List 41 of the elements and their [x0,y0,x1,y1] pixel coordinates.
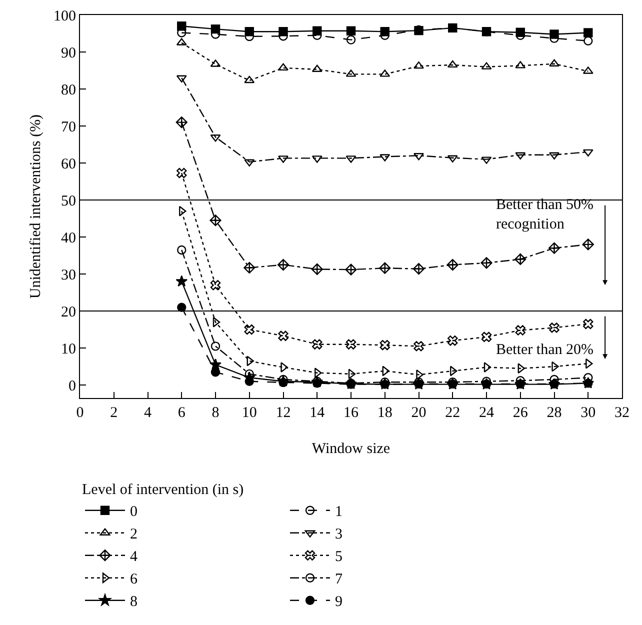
x-axis-title: Window size [312,441,390,457]
legend-label: 8 [130,594,138,610]
y-tick-label: 10 [61,341,76,358]
legend-label: 6 [130,572,138,588]
x-tick-label: 18 [377,405,392,421]
legend-label: 1 [335,504,342,520]
legend-label: 3 [335,526,342,543]
x-tick-label: 32 [614,405,630,421]
y-tick-label: 90 [61,45,76,62]
y-axis-title: Unidentified interventions (%) [28,114,44,299]
x-tick-label: 4 [144,405,152,421]
y-tick-label: 50 [61,193,76,210]
x-tick-label: 20 [411,405,426,421]
legend-label: 7 [335,572,343,588]
x-tick-label: 8 [212,405,220,421]
x-tick-label: 30 [580,405,596,421]
x-tick-label: 2 [110,405,118,421]
x-tick-label: 16 [344,405,359,421]
legend-label: 2 [130,526,138,543]
y-tick-label: 60 [61,156,76,172]
x-tick-label: 26 [512,405,528,421]
y-tick-label: 40 [61,230,76,246]
x-tick-label: 14 [310,405,326,421]
legend-label: 4 [130,549,138,566]
legend-label: 9 [335,594,342,610]
x-tick-label: 28 [546,405,562,421]
legend-label: 5 [335,549,342,566]
x-tick-label: 24 [479,405,494,421]
annotation: Better than 20% [496,342,594,358]
legend-label: 0 [130,504,138,520]
y-tick-label: 20 [61,304,76,320]
y-tick-label: 80 [61,82,76,98]
y-tick-label: 30 [61,267,76,284]
y-tick-label: 100 [54,8,76,24]
y-tick-label: 0 [68,378,76,394]
x-tick-label: 12 [276,405,291,421]
y-tick-label: 70 [61,119,76,136]
x-tick-label: 6 [178,405,186,421]
legend-title: Level of intervention (in s) [82,482,244,498]
x-tick-label: 22 [445,405,460,421]
x-tick-label: 10 [242,405,257,421]
